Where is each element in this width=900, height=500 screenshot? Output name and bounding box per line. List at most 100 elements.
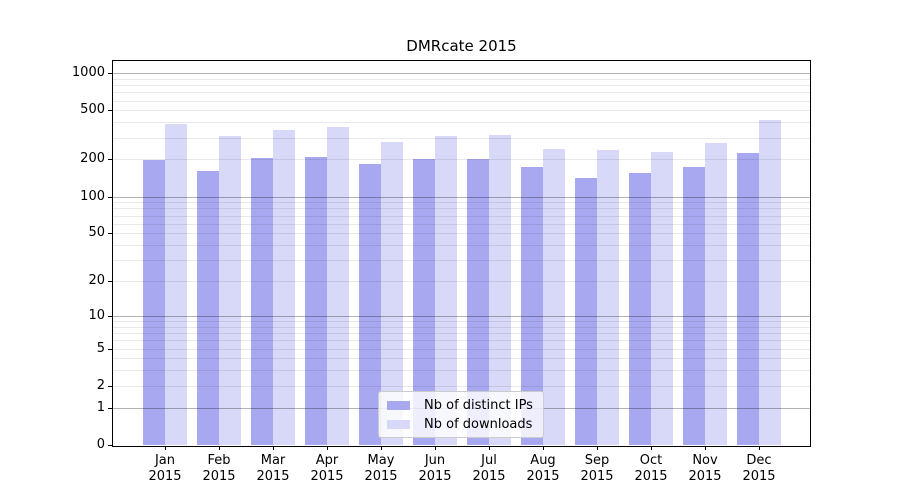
x-tick-label-mar: Mar 2015 <box>245 453 301 485</box>
y-tick-label-200: 200 <box>80 151 105 167</box>
x-tick-label-may: May 2015 <box>353 453 409 485</box>
legend-item-distinct-ips: Nb of distinct IPs <box>379 396 543 415</box>
bar-downloads-feb <box>219 135 241 445</box>
bar-distinct-ips-oct <box>629 173 651 445</box>
x-tick-month: Dec <box>746 453 772 468</box>
bar-downloads-apr <box>327 126 349 445</box>
legend-item-downloads: Nb of downloads <box>379 415 543 434</box>
y-tick-label-1000: 1000 <box>71 65 105 80</box>
x-tick-month: Sep <box>584 453 610 468</box>
y-tick-label-1: 1 <box>96 399 105 415</box>
bar-downloads-jul <box>489 135 511 445</box>
x-tick-year: 2015 <box>364 469 398 484</box>
x-tick-year: 2015 <box>688 469 722 484</box>
y-tick-mark-500 <box>108 110 112 112</box>
x-tick-mark-jun <box>435 446 436 450</box>
bar-downloads-dec <box>759 119 781 445</box>
x-tick-month: Jul <box>481 453 497 468</box>
y-tick-mark-20 <box>108 281 112 283</box>
x-tick-label-apr: Apr 2015 <box>299 453 355 485</box>
y-tick-mark-2 <box>108 385 112 387</box>
y-tick-label-5: 5 <box>96 340 105 356</box>
y-tick-mark-200 <box>108 159 112 161</box>
x-tick-label-oct: Oct 2015 <box>623 453 679 485</box>
bar-distinct-ips-jul <box>467 159 489 445</box>
x-tick-mark-apr <box>327 446 328 450</box>
legend-swatch-distinct-ips <box>387 401 410 410</box>
x-tick-label-sep: Sep 2015 <box>569 453 625 485</box>
legend-label-distinct-ips: Nb of distinct IPs <box>424 398 533 413</box>
x-tick-mark-jul <box>489 446 490 450</box>
x-tick-label-nov: Nov 2015 <box>677 453 733 485</box>
x-tick-mark-sep <box>597 446 598 450</box>
x-tick-mark-may <box>381 446 382 450</box>
bar-distinct-ips-feb <box>197 171 219 445</box>
bar-distinct-ips-apr <box>305 157 327 445</box>
chart-title: DMRcate 2015 <box>406 37 517 55</box>
x-tick-month: Mar <box>260 453 286 468</box>
x-tick-month: Jan <box>154 453 176 468</box>
y-tick-label-100: 100 <box>80 188 105 204</box>
x-tick-month: Aug <box>530 453 556 468</box>
legend-label-downloads: Nb of downloads <box>424 417 533 432</box>
y-tick-label-0: 0 <box>96 437 105 452</box>
x-tick-mark-mar <box>273 446 274 450</box>
plot-area: Nb of distinct IPs Nb of downloads <box>113 61 810 445</box>
bar-distinct-ips-dec <box>737 152 759 445</box>
y-tick-mark-50 <box>108 233 112 235</box>
x-tick-month: Jun <box>424 453 446 468</box>
y-tick-mark-100 <box>108 196 112 198</box>
bar-downloads-may <box>381 141 403 445</box>
bar-downloads-sep <box>597 149 619 445</box>
x-tick-mark-dec <box>759 446 760 450</box>
bar-distinct-ips-aug <box>521 166 543 445</box>
y-tick-mark-0 <box>108 445 112 446</box>
x-tick-month: Apr <box>315 453 339 468</box>
x-tick-mark-jan <box>165 446 166 450</box>
bar-distinct-ips-may <box>359 164 381 445</box>
x-tick-year: 2015 <box>580 469 614 484</box>
x-tick-label-aug: Aug 2015 <box>515 453 571 485</box>
y-tick-mark-1 <box>108 407 112 409</box>
x-tick-month: May <box>367 453 395 468</box>
x-tick-year: 2015 <box>634 469 668 484</box>
legend: Nb of distinct IPs Nb of downloads <box>378 391 544 438</box>
x-tick-mark-oct <box>651 446 652 450</box>
x-tick-year: 2015 <box>310 469 344 484</box>
x-tick-label-jun: Jun 2015 <box>407 453 463 485</box>
bar-downloads-jan <box>165 123 187 445</box>
x-tick-mark-feb <box>219 446 220 450</box>
x-tick-label-jan: Jan 2015 <box>137 453 193 485</box>
x-tick-year: 2015 <box>148 469 182 484</box>
x-tick-mark-aug <box>543 446 544 450</box>
y-tick-label-20: 20 <box>88 273 105 289</box>
y-tick-mark-1000 <box>108 73 112 74</box>
bar-downloads-mar <box>273 130 295 445</box>
y-tick-label-2: 2 <box>96 377 105 393</box>
legend-swatch-downloads <box>387 420 410 429</box>
bar-distinct-ips-mar <box>251 158 273 445</box>
bar-downloads-oct <box>651 152 673 445</box>
bar-distinct-ips-sep <box>575 177 597 445</box>
x-tick-month: Nov <box>692 453 718 468</box>
y-tick-label-10: 10 <box>88 307 105 323</box>
x-tick-year: 2015 <box>526 469 560 484</box>
x-tick-month: Feb <box>207 453 231 468</box>
x-tick-label-jul: Jul 2015 <box>461 453 517 485</box>
x-tick-year: 2015 <box>418 469 452 484</box>
bar-distinct-ips-jan <box>143 160 165 445</box>
x-tick-label-feb: Feb 2015 <box>191 453 247 485</box>
bar-downloads-jun <box>435 135 457 445</box>
y-tick-label-50: 50 <box>88 225 105 241</box>
x-tick-month: Oct <box>639 453 663 468</box>
x-tick-year: 2015 <box>742 469 776 484</box>
x-tick-year: 2015 <box>472 469 506 484</box>
bar-downloads-aug <box>543 149 565 445</box>
x-tick-year: 2015 <box>256 469 290 484</box>
y-tick-mark-10 <box>108 315 112 317</box>
y-tick-label-500: 500 <box>80 102 105 118</box>
x-tick-mark-nov <box>705 446 706 450</box>
bar-distinct-ips-jun <box>413 159 435 445</box>
x-tick-label-dec: Dec 2015 <box>731 453 787 485</box>
